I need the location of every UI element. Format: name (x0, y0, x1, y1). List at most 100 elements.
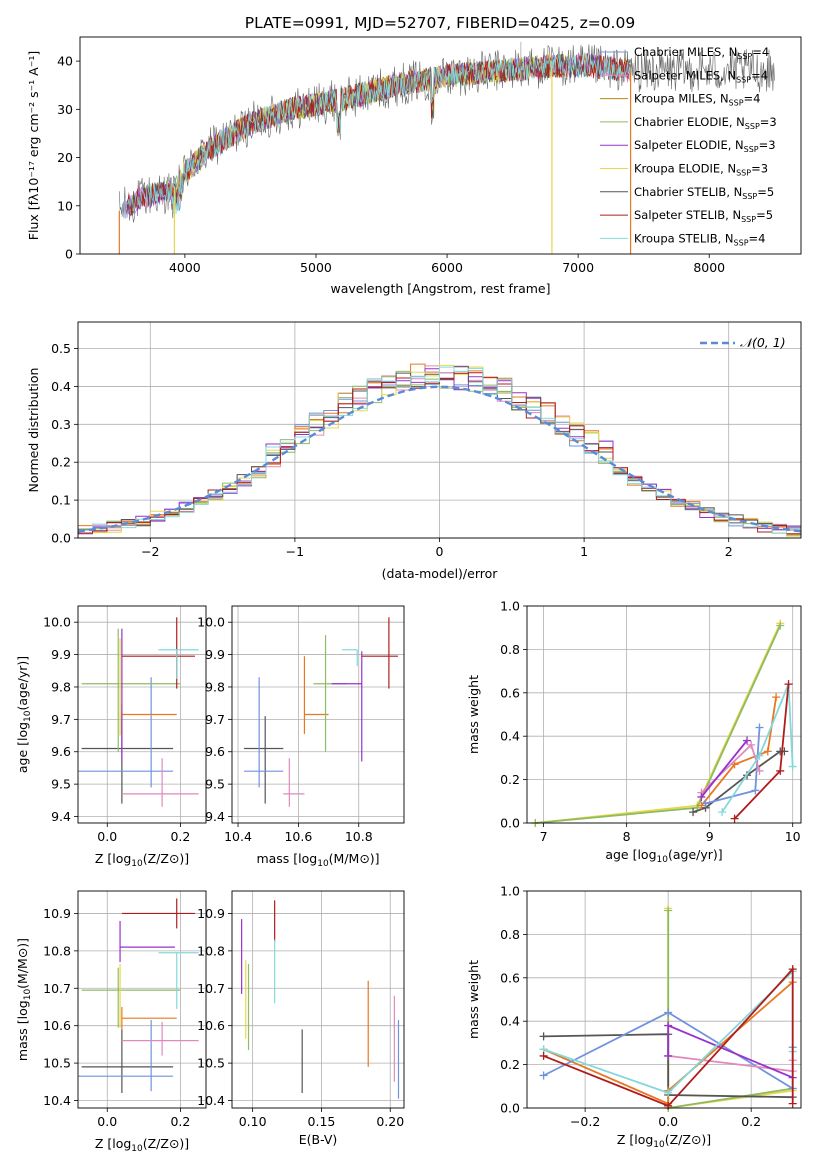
y-tick-label: 10.4 (43, 1093, 71, 1108)
legend-entry-tail: =3 (751, 162, 768, 176)
age_vs_z-panel: 0.0 0.29.49.59.69.79.89.910.0Z [log10(Z/Z… (15, 605, 207, 869)
weight-point-marker (664, 906, 673, 915)
legend-entry-name: Kroupa MILES, N (634, 92, 729, 106)
y-tick-label: 10.0 (43, 615, 71, 630)
mass_vs_z-points (78, 898, 199, 1094)
model-spectrum-line-c_stelib (126, 54, 631, 216)
weight-point-marker (701, 799, 710, 808)
mass_vs_z-ylabel: mass [log10(M/M⊙)] (15, 938, 33, 1061)
age_vs_z-xlabel-main: Z [log (95, 851, 131, 866)
y-tick-label: 9.6 (205, 744, 225, 759)
age_vs_z-ylabel: age [log10(age/yr)] (15, 656, 33, 773)
legend-entry: Chabrier ELODIE, NSSP=3 (634, 115, 777, 131)
weight-point-marker (788, 1099, 797, 1108)
histograms (78, 363, 801, 537)
weight-point-marker (755, 751, 764, 760)
y-tick-label: 0.2 (500, 772, 520, 787)
weight-point-marker (755, 723, 764, 732)
legend-entry-tail: =3 (759, 138, 776, 152)
x-tick-label: 1 (580, 544, 588, 559)
y-tick-label: 0.8 (500, 642, 520, 657)
legend-entry-sub: SSP (742, 192, 757, 201)
model-spectrum-line-s_miles (126, 54, 631, 218)
weight-line-s_elodie (667, 1024, 794, 1079)
legend-entry: Kroupa MILES, NSSP=4 (634, 92, 760, 108)
x-tick-label: 4000 (169, 260, 201, 275)
legend-entry-name: Kroupa STELIB, N (634, 231, 734, 245)
age_vs_z-points (78, 617, 199, 807)
age_vs_mass-panel: 10.4 10.6 10.8 9.4 9.5 9.6 9.7 9.8 9.9 10.0 mass [… (197, 605, 405, 869)
weight_vs_z-xlabel-main: Z [log (617, 1132, 653, 1147)
y-tick-label: 0.5 (51, 341, 71, 356)
weight-point-marker (743, 736, 752, 745)
model-spectrum-line-s_stelib (126, 54, 631, 214)
y-tick-label: 20 (57, 150, 73, 165)
x-tick-label: 0.20 (376, 1114, 404, 1129)
x-tick-label: 0.10 (239, 1114, 267, 1129)
weight_vs_z-lines (539, 904, 797, 1112)
weight-point-marker (776, 621, 785, 630)
age_vs_z-ylabel-main: age [log (15, 722, 30, 773)
spectrum-panel: 4000 5000 6000 7000 8000 0 10 20 30 40 wavelength … (26, 36, 802, 296)
weight-point-marker (747, 740, 756, 749)
y-tick-label: 0 (65, 247, 73, 262)
y-tick-label: 9.5 (205, 777, 225, 792)
residuals-panel: −2 −1 0 1 2 0.0 0.1 0.2 0.3 0.4 0.5 𝒩(0, 1) (data-mo… (26, 321, 802, 581)
y-tick-label: 9.7 (205, 712, 225, 727)
y-tick-label: 0.4 (51, 379, 71, 394)
y-tick-label: 10 (57, 198, 73, 213)
weight-point-marker (788, 965, 797, 974)
legend-entry: Chabrier STELIB, NSSP=5 (634, 185, 774, 201)
x-tick-label: 0.15 (308, 1114, 336, 1129)
axes-frame (231, 890, 405, 1109)
y-tick-label: 9.4 (51, 809, 71, 824)
legend-entry-tail: =3 (760, 115, 777, 129)
x-tick-label: 0.0 (97, 829, 117, 844)
legend-entry-sub: SSP (744, 145, 759, 154)
weight-point-marker (539, 1071, 548, 1080)
legend-entry-tail: =5 (756, 208, 773, 222)
age_vs_z-ylabel-sub: 10 (23, 710, 33, 722)
mass_vs_z-ylabel-main: mass [log (15, 1000, 30, 1061)
y-tick-label: 10.5 (197, 1056, 225, 1071)
mass_vs_z-ylabel-sub: 10 (23, 989, 33, 1001)
weight-point-marker (664, 1051, 673, 1060)
y-tick-label: 9.9 (205, 647, 225, 662)
weight-point-marker (784, 680, 793, 689)
y-tick-label: 10.8 (43, 943, 71, 958)
axes-frame (526, 890, 802, 1109)
weight_vs_age-xlabel-main: age [log (605, 847, 656, 862)
x-tick-label: 0.0 (97, 1114, 117, 1129)
y-tick-label: 9.7 (51, 712, 71, 727)
weight-point-marker (664, 1008, 673, 1017)
age_vs_mass-xlabel-sub: 10 (317, 859, 329, 869)
legend-entry: Kroupa ELODIE, NSSP=3 (634, 162, 768, 178)
weight-point-marker (697, 801, 706, 810)
weight-line-s_elodie (700, 739, 748, 798)
weight-point-marker (730, 814, 739, 823)
y-tick-label: 0.0 (51, 531, 71, 546)
y-tick-label: 40 (57, 54, 73, 69)
x-tick-label: −2 (141, 544, 159, 559)
weight-line-c_elodie (667, 910, 793, 1110)
y-tick-label: 0.4 (500, 729, 520, 744)
residuals-ylabel: Normed distribution (26, 368, 41, 493)
y-tick-label: 0.0 (500, 1101, 520, 1116)
axes-frame (77, 890, 207, 1109)
legend-entry-tail: =4 (749, 231, 766, 245)
x-tick-label: 6000 (431, 260, 463, 275)
y-tick-label: 0.3 (51, 417, 71, 432)
x-tick-label: 9 (706, 829, 714, 844)
age_vs_z-xlabel-tail: (Z/Z⊙)] (143, 851, 189, 866)
x-tick-label: 8 (623, 829, 631, 844)
legend-entry-sub: SSP (736, 75, 751, 84)
figure-title: PLATE=0991, MJD=52707, FIBERID=0425, z=0… (245, 14, 635, 32)
model-spectrum-line-k_stelib (126, 53, 631, 215)
weight_vs_age-lines (531, 619, 797, 827)
axes-frame (77, 605, 207, 824)
weight_vs_z-ylabel: mass weight (466, 960, 481, 1039)
mass_vs_z-xlabel: Z [log10(Z/Z⊙)] (95, 1136, 189, 1154)
age_vs_z-xlabel-sub: 10 (131, 859, 143, 869)
weight-point-marker (776, 766, 785, 775)
x-tick-label: 10 (785, 829, 801, 844)
